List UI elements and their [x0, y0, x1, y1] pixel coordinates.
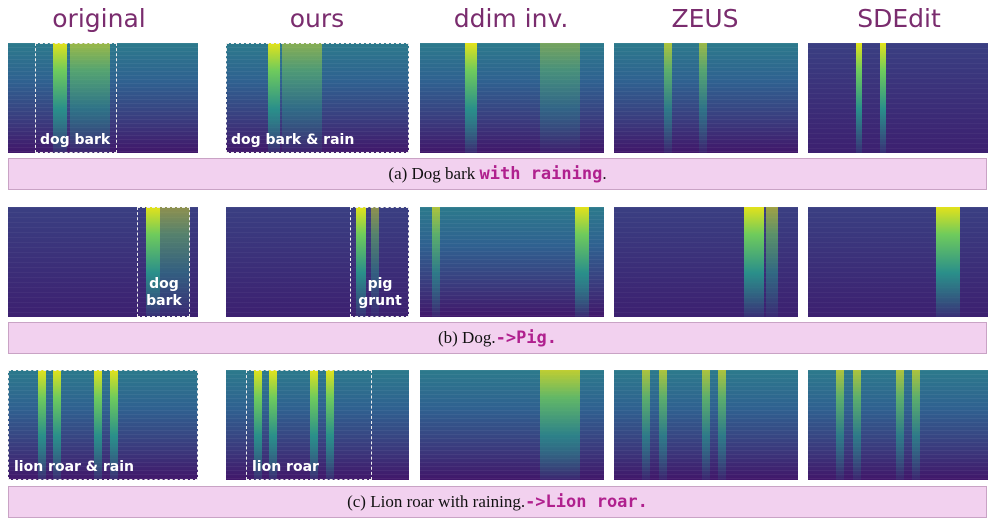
overlay-label: lion roar & rain: [14, 459, 134, 476]
caption-edit: ->Pig.: [496, 328, 557, 348]
column-header: ours: [226, 4, 408, 33]
spectrogram: [808, 370, 988, 480]
spectrogram: [614, 207, 798, 317]
caption-edit: with raining: [480, 164, 603, 184]
column-header: ZEUS: [614, 4, 796, 33]
spectrogram: [420, 43, 604, 153]
caption-text: (c) Lion roar with raining.: [347, 492, 525, 511]
spectrogram: [420, 207, 604, 317]
column-header: ddim inv.: [420, 4, 602, 33]
spectrogram: [614, 370, 798, 480]
spectrogram: [808, 207, 988, 317]
overlay-label: dog bark: [40, 132, 110, 149]
caption: (c) Lion roar with raining.->Lion roar.: [8, 486, 987, 518]
spectrogram: [420, 370, 604, 480]
figure: original ours ddim inv. ZEUS SDEdit dog …: [0, 0, 989, 519]
overlay-label: lion roar: [252, 459, 319, 476]
caption-text: (a) Dog bark: [388, 164, 479, 183]
spectrogram: [808, 43, 988, 153]
overlay-label: dog bark: [142, 276, 186, 310]
column-header: original: [8, 4, 190, 33]
caption-edit: ->Lion roar.: [525, 492, 648, 512]
caption-text: .: [602, 164, 606, 183]
caption: (a) Dog bark with raining.: [8, 158, 987, 190]
spectrogram: [614, 43, 798, 153]
caption: (b) Dog.->Pig.: [8, 322, 987, 354]
column-header: SDEdit: [808, 4, 989, 33]
overlay-label: dog bark & rain: [231, 132, 354, 149]
caption-text: (b) Dog.: [438, 328, 496, 347]
overlay-label: pig grunt: [354, 276, 406, 310]
